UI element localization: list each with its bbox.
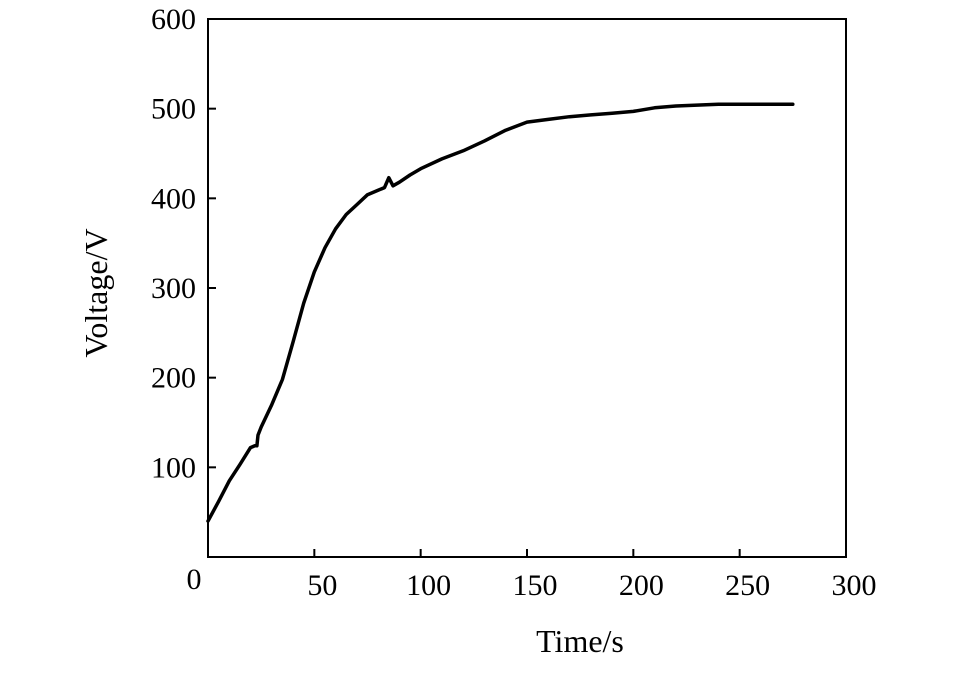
y-tick-label: 300 — [151, 272, 196, 305]
x-tick-label: 300 — [832, 569, 877, 602]
y-axis-ticks: 100 200 300 400 500 600 — [151, 3, 216, 484]
plot-frame — [207, 18, 847, 558]
y-tick-label: 400 — [151, 182, 196, 215]
y-tick-label: 200 — [151, 362, 196, 395]
x-tick-label: 150 — [513, 569, 558, 602]
x-tick-label: 0 — [187, 563, 202, 596]
x-tick-label: 100 — [406, 569, 451, 602]
x-tick-label: 200 — [619, 569, 664, 602]
y-tick-label: 500 — [151, 93, 196, 126]
x-axis-title: Time/s — [536, 623, 624, 659]
x-tick-label: 250 — [725, 569, 770, 602]
y-tick-label: 600 — [151, 3, 196, 36]
y-axis-title: Voltage/V — [78, 228, 114, 357]
voltage-series-line — [206, 102, 795, 523]
y-tick-label: 100 — [151, 451, 196, 484]
x-tick-label: 50 — [307, 569, 337, 602]
x-axis-ticks: 0 50 100 150 200 250 300 — [187, 549, 877, 602]
